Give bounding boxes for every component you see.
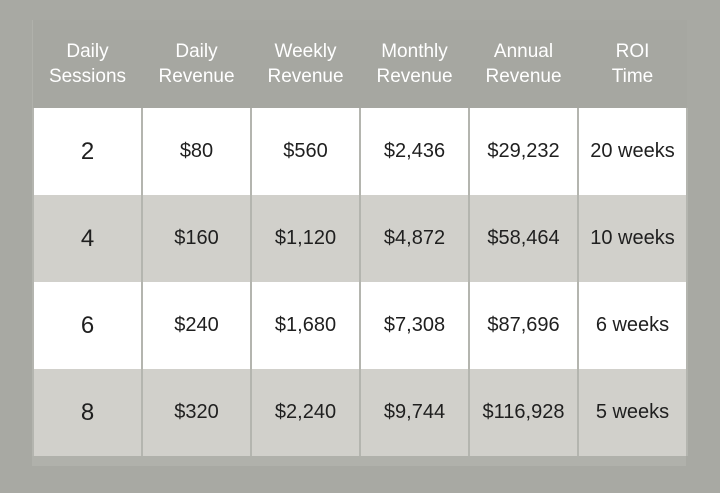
table-cell: $116,928 <box>468 369 579 456</box>
table-cell: $58,464 <box>468 195 579 282</box>
table-cell: 8 <box>32 369 143 456</box>
table-cell: $9,744 <box>359 369 470 456</box>
table-cell: $1,680 <box>250 282 361 369</box>
table-cell: 4 <box>32 195 143 282</box>
table-row: 4 $160 $1,120 $4,872 $58,464 10 weeks <box>32 195 688 282</box>
table-row: 6 $240 $1,680 $7,308 $87,696 6 weeks <box>32 282 688 369</box>
table-header: Daily Sessions Daily Revenue Weekly Revenue Mo… <box>33 20 687 108</box>
table-cell: 20 weeks <box>577 108 688 195</box>
column-header-line: Revenue <box>376 66 453 87</box>
table-body: 2 $80 $560 $2,436 $29,232 20 weeks 4 $160 $1,120… <box>32 108 688 456</box>
column-header-line: Revenue <box>158 66 235 87</box>
column-header: Daily Sessions <box>33 20 142 108</box>
table-cell: 2 <box>32 108 143 195</box>
column-header-line: Revenue <box>267 66 344 87</box>
table-row: 8 $320 $2,240 $9,744 $116,928 5 weeks <box>32 369 688 456</box>
column-header-line: Time <box>611 66 654 87</box>
column-header: Annual Revenue <box>469 20 578 108</box>
table-cell: $80 <box>141 108 252 195</box>
table-cell: 5 weeks <box>577 369 688 456</box>
header-row: Daily Sessions Daily Revenue Weekly Revenue Mo… <box>33 20 687 108</box>
column-header-line: Sessions <box>48 66 127 87</box>
table-row: 2 $80 $560 $2,436 $29,232 20 weeks <box>32 108 688 195</box>
table-cell: $320 <box>141 369 252 456</box>
column-header: Daily Revenue <box>142 20 251 108</box>
table-cell: $240 <box>141 282 252 369</box>
column-header-line: Daily <box>66 41 109 62</box>
table-cell: $160 <box>141 195 252 282</box>
column-header-line: Revenue <box>485 66 562 87</box>
column-header: Monthly Revenue <box>360 20 469 108</box>
revenue-table: Daily Sessions Daily Revenue Weekly Revenue Mo… <box>32 20 688 456</box>
table-cell: $560 <box>250 108 361 195</box>
table-cell: 6 <box>32 282 143 369</box>
column-header: Weekly Revenue <box>251 20 360 108</box>
column-header-line: Weekly <box>274 41 337 62</box>
table-cell: $1,120 <box>250 195 361 282</box>
column-header-line: ROI <box>615 41 650 62</box>
column-header: ROI Time <box>578 20 687 108</box>
table-cell: 6 weeks <box>577 282 688 369</box>
table-cell: $29,232 <box>468 108 579 195</box>
column-header-line: Daily <box>175 41 218 62</box>
table-cell: $7,308 <box>359 282 470 369</box>
table-cell: $2,240 <box>250 369 361 456</box>
table-cell: $4,872 <box>359 195 470 282</box>
column-header-line: Monthly <box>381 41 448 62</box>
revenue-table-container: Daily Sessions Daily Revenue Weekly Revenue Mo… <box>32 20 688 466</box>
table-cell: $2,436 <box>359 108 470 195</box>
column-header-line: Annual <box>493 41 554 62</box>
table-cell: 10 weeks <box>577 195 688 282</box>
table-cell: $87,696 <box>468 282 579 369</box>
